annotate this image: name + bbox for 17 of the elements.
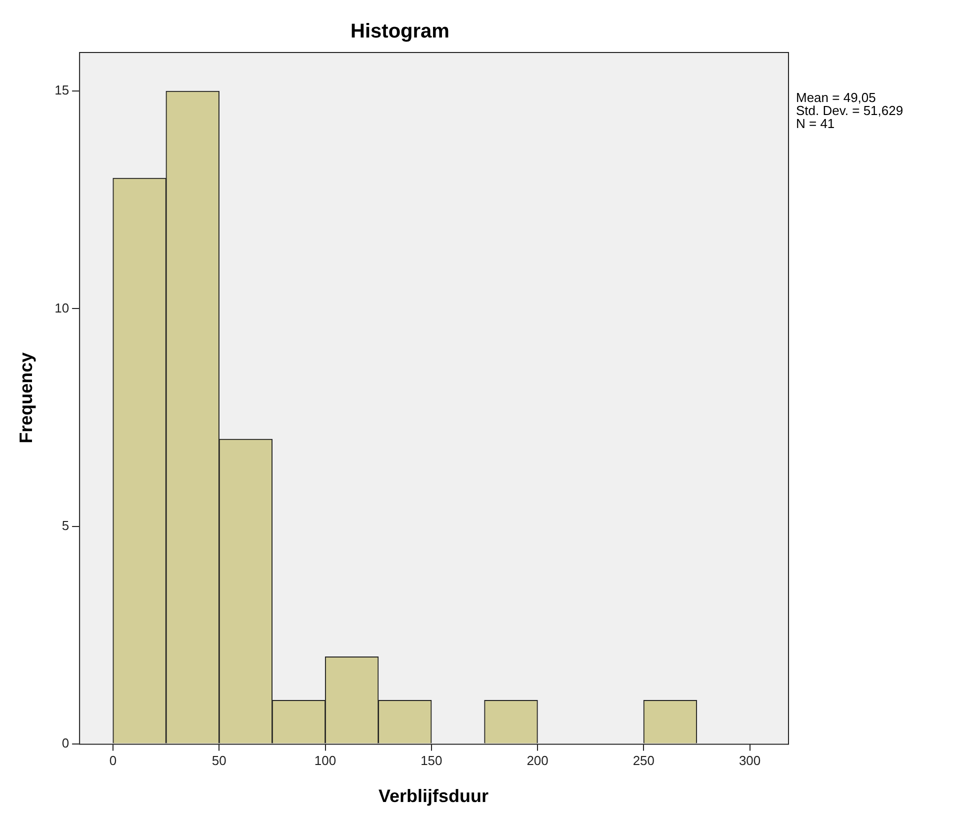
y-tick-label: 10 [54, 300, 70, 316]
chart-title: Histogram [350, 20, 450, 43]
x-tick-label: 200 [526, 753, 548, 768]
y-tick-label: 0 [62, 735, 70, 750]
text: N = 41 [796, 116, 835, 132]
text: Std. Dev. = 51,629 [796, 103, 904, 118]
x-tick-label: 300 [738, 753, 761, 768]
x-tick-label: 250 [632, 753, 655, 768]
y-tick-label: 15 [54, 82, 70, 98]
text: Mean = 49,05 [796, 90, 876, 106]
x-tick-label: 0 [109, 753, 117, 768]
x-tick-label: 50 [212, 753, 226, 768]
x-axis-title: Verblijfsduur [378, 786, 489, 806]
y-tick-label: 5 [62, 518, 70, 533]
x-tick-label: 100 [314, 753, 336, 768]
y-axis-title: Frequency [16, 352, 36, 444]
x-tick-label: 150 [420, 753, 442, 768]
